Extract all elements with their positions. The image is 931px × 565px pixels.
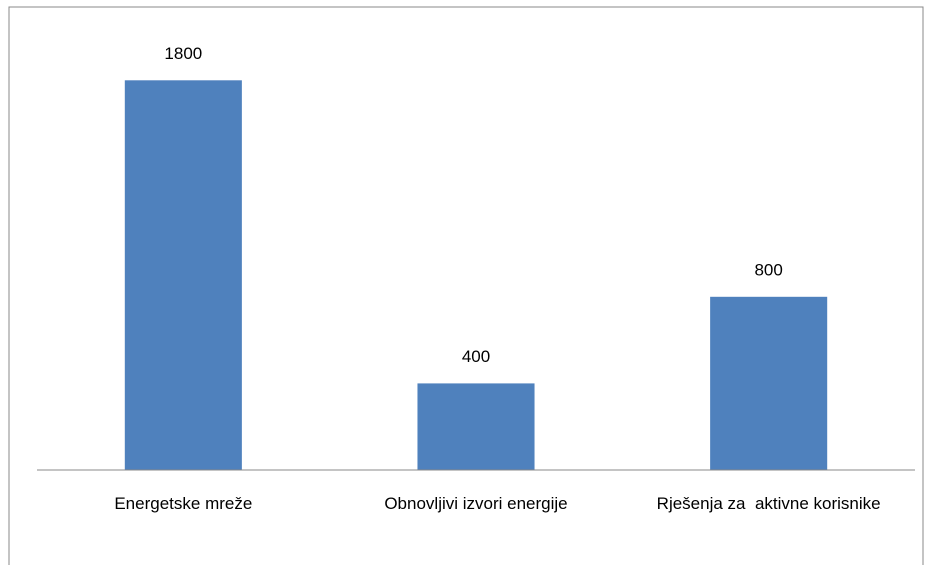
bar <box>710 296 828 470</box>
data-label: 400 <box>462 347 490 366</box>
x-tick-label: Rješenja za aktivne korisnike <box>656 494 881 513</box>
x-tick-label: Obnovljivi izvori energije <box>384 494 568 513</box>
bar <box>124 80 242 471</box>
bar <box>417 383 535 470</box>
data-label: 1800 <box>164 44 202 63</box>
frame <box>8 6 924 565</box>
data-label: 800 <box>754 260 782 279</box>
x-tick-label: Energetske mreže <box>114 494 253 513</box>
